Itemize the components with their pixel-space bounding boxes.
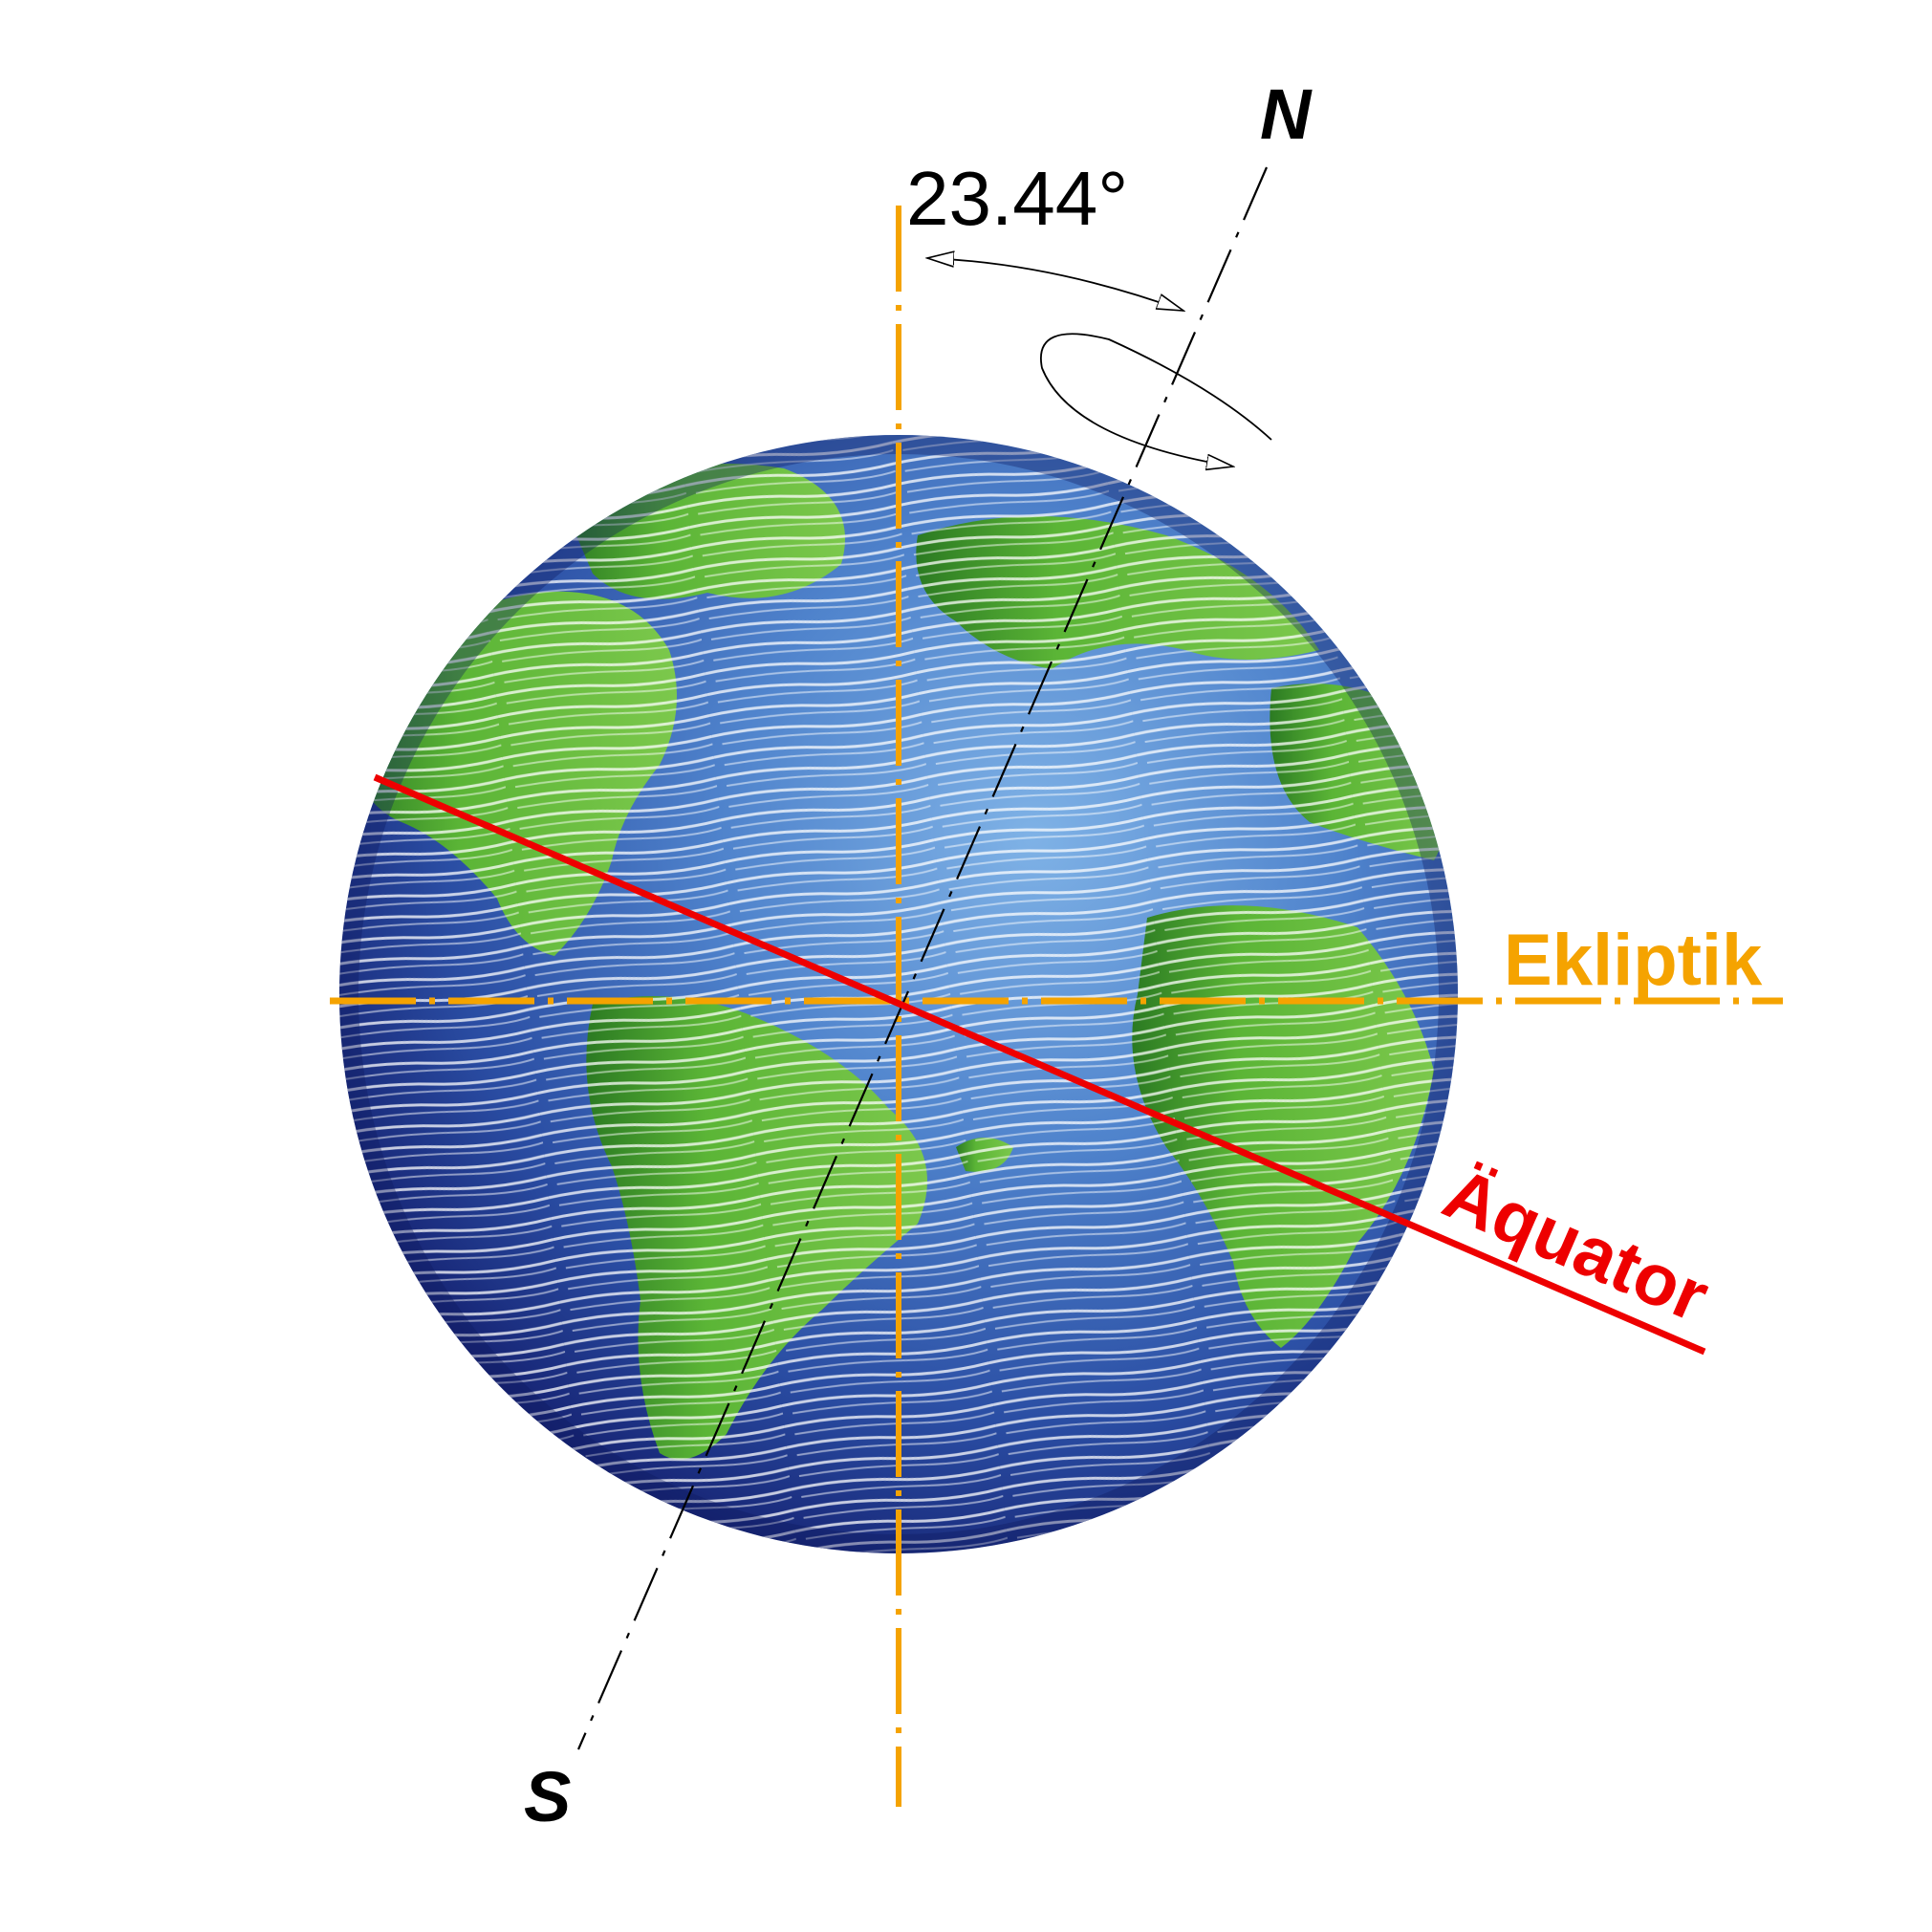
rotation-axis (576, 166, 1269, 1750)
south-pole-label: S (524, 1757, 571, 1836)
tilt-angle-label: 23.44° (906, 156, 1128, 241)
equator-label: Äquator (1432, 1153, 1720, 1338)
ecliptic-label: Ekliptik (1504, 920, 1763, 1001)
north-pole-label: N (1260, 75, 1313, 154)
angle-arc-icon (926, 257, 1183, 311)
equator-line (373, 773, 1706, 1356)
rotation-arrow-icon (1040, 333, 1272, 467)
